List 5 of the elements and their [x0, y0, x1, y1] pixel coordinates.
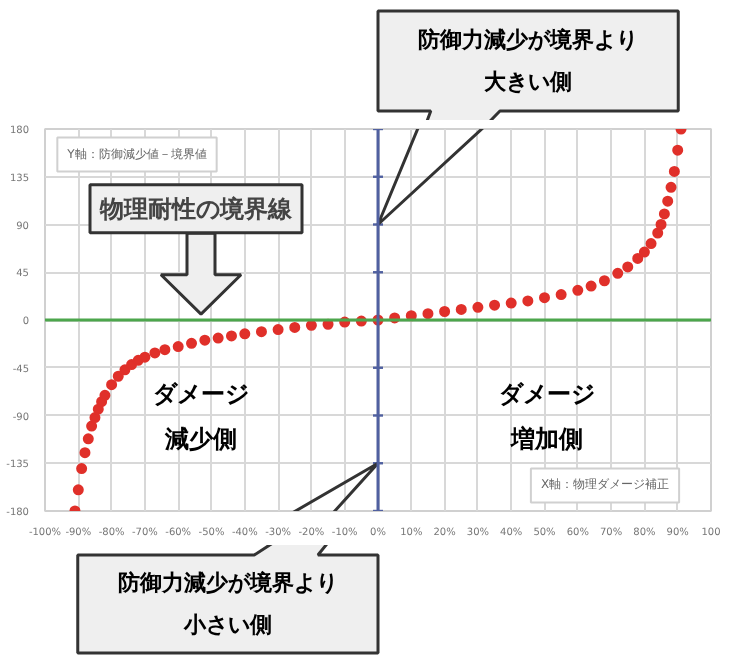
annotation: ダメージ減少側 [153, 380, 249, 453]
annotation: 物理耐性の境界線 [98, 194, 294, 223]
text: 防御力減少が境界より小さい側 [117, 570, 338, 638]
text: 防御力減少が境界より大きい側 [418, 27, 639, 95]
annotation: ダメージ増加側 [499, 380, 595, 453]
